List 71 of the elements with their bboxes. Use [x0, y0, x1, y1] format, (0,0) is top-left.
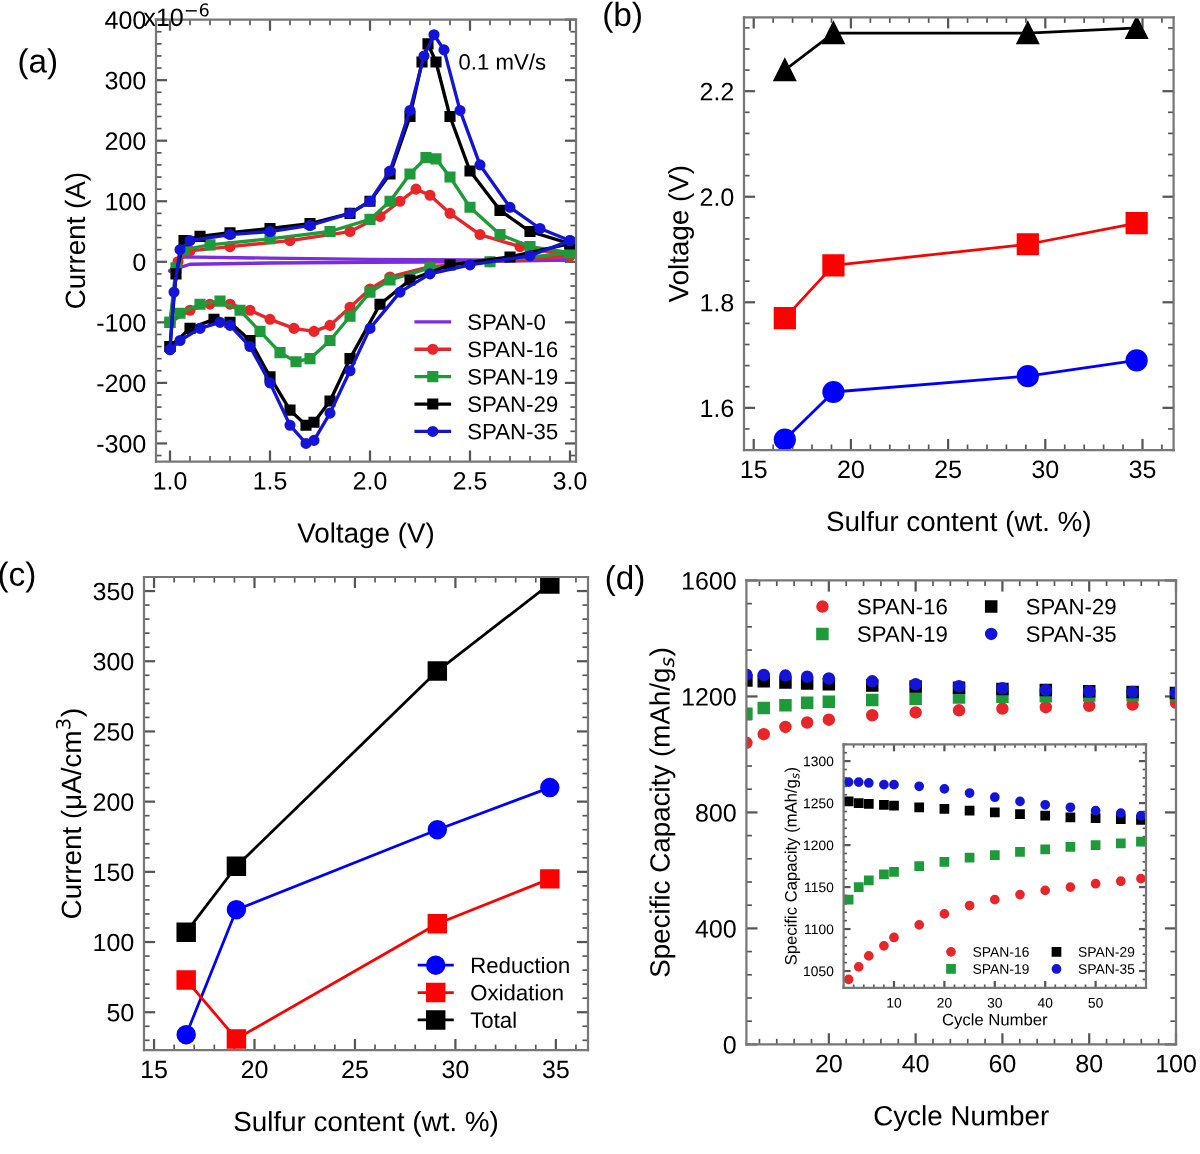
text: (b)	[604, 1, 641, 33]
legend-label: SPAN-16	[468, 341, 558, 358]
x-tick-label: 3.0	[553, 471, 587, 490]
x-tick-label: 30	[442, 1060, 469, 1079]
x-tick-label: 30	[1032, 460, 1059, 479]
text: (d)	[606, 564, 644, 596]
legend-label: Oxidation	[471, 984, 563, 1001]
y-tick-label: 200	[105, 132, 146, 151]
x-tick-label: 15	[741, 460, 767, 479]
y-axis-title: Current (A)	[64, 173, 91, 308]
x-tick-label: 35	[542, 1060, 569, 1079]
y-axis-title: Voltage (V)	[668, 166, 694, 303]
y-tick-label: 0	[723, 1035, 736, 1054]
legend-label: SPAN-29	[1026, 598, 1116, 615]
x-tick-label: 25	[935, 460, 961, 479]
legend-label: SPAN-35	[1026, 626, 1116, 642]
y-tick-label: 1.8	[701, 293, 734, 312]
y-tick-label: 400	[695, 919, 736, 938]
y-tick-label: 800	[696, 804, 736, 822]
legend-label: SPAN-19	[468, 368, 558, 385]
annotation: 0.1 mV/s	[459, 53, 546, 70]
y-tick-label: 100	[106, 192, 146, 211]
x-tick-label: 80	[1076, 1054, 1103, 1073]
text: (a)	[19, 48, 57, 80]
y-tick-label: -300	[97, 435, 146, 453]
y-tick-label: -100	[97, 313, 146, 332]
x-tick-label: 2.5	[453, 471, 487, 490]
y-tick-label: 100	[94, 933, 134, 952]
legend-label: Total	[470, 1011, 516, 1028]
legend-label: SPAN-35	[468, 423, 558, 440]
legend-label: SPAN-0	[468, 314, 545, 330]
y-tick-label: 1.6	[701, 399, 734, 418]
x-axis-title: Voltage (V)	[297, 522, 433, 549]
x-tick-label: 1.5	[254, 472, 287, 490]
legend-label: SPAN-16	[857, 598, 947, 615]
y-tick-label: 1600	[682, 572, 736, 590]
y-axis-title: Specific Capacity (mAh/g$_{s}$)	[784, 767, 801, 965]
x-tick-label: 15	[142, 1060, 167, 1079]
y-tick-label: 2.2	[700, 82, 734, 101]
y-tick-label: 300	[93, 652, 134, 671]
legend-label: SPAN-19	[857, 626, 947, 642]
y-tick-label: 150	[94, 863, 134, 882]
y-tick-label: 350	[93, 582, 134, 601]
annotation: x10$^{−6}$	[143, 3, 209, 27]
x-axis-title: Sulfur content (wt. %)	[827, 510, 1090, 537]
x-tick-label: 1.0	[154, 471, 187, 490]
y-tick-label: 1200	[682, 688, 736, 706]
y-axis-title: Current (μA/cm$^{3}$)	[55, 709, 87, 918]
x-tick-label: 20	[838, 460, 864, 479]
x-tick-label: 25	[342, 1060, 368, 1079]
x-axis-title: Cycle Number	[874, 1105, 1049, 1132]
y-tick-label: 2.0	[700, 188, 734, 207]
y-tick-label: -200	[97, 374, 146, 393]
y-tick-label: 0	[133, 253, 146, 272]
y-tick-label: 250	[93, 723, 134, 741]
x-axis-title: Cycle Number	[942, 1013, 1048, 1029]
legend-label: Reduction	[471, 956, 569, 974]
x-tick-label: 35	[1129, 460, 1156, 479]
x-tick-label: 20	[241, 1060, 268, 1079]
y-axis-title: Specific Capacity (mAh/g$_{s}$)	[649, 648, 676, 977]
x-tick-label: 100	[1157, 1054, 1196, 1073]
y-tick-label: 300	[105, 71, 146, 90]
x-tick-label: 2.0	[353, 471, 387, 490]
y-tick-label: 200	[93, 793, 134, 811]
x-tick-label: 60	[989, 1054, 1016, 1073]
text: (c)	[0, 561, 35, 593]
y-tick-label: 400	[105, 11, 146, 29]
x-axis-title: Sulfur content (wt. %)	[234, 1110, 498, 1137]
x-tick-label: 40	[902, 1054, 929, 1073]
x-tick-label: 20	[816, 1054, 842, 1073]
legend-label: SPAN-29	[468, 396, 558, 413]
